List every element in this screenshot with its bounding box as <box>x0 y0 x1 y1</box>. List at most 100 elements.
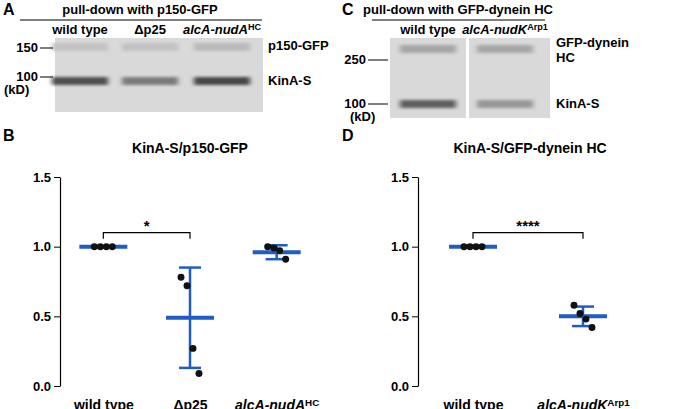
blot-title: pull-down with GFP-dynein HC <box>363 2 554 17</box>
error-cap <box>179 266 201 269</box>
data-point <box>97 243 104 250</box>
marker-tick <box>40 48 53 49</box>
blot-band <box>194 43 250 51</box>
data-point <box>109 243 116 250</box>
tick: 0.5 <box>33 309 60 324</box>
marker-tick <box>368 104 388 105</box>
x-axis: wild type alcA-nudKArp1 <box>443 386 631 409</box>
blot-band <box>122 77 178 85</box>
chart: KinA-S/GFP-dynein HC 0.0 0.5 1.0 1.5 wild typ… <box>391 140 630 409</box>
tick: 1.5 <box>33 170 60 185</box>
lane-label: alcA-nudKArp1 <box>462 22 548 37</box>
tick: 1.0 <box>33 239 60 254</box>
unit-label: (kD) <box>4 82 29 97</box>
blot-band <box>52 77 108 85</box>
tick-mark <box>54 247 60 248</box>
category-label: wild type <box>443 397 504 409</box>
blot-splice <box>466 38 469 118</box>
y-axis: 0.0 0.5 1.0 1.5 <box>33 170 61 394</box>
category-label: Δp25 <box>173 397 207 409</box>
category-label: alcA-nudKArp1 <box>537 397 630 409</box>
tick-label: 1.0 <box>391 239 409 254</box>
axis-line <box>418 178 419 387</box>
band-label: KinA-S <box>268 73 312 88</box>
tick: 0.0 <box>33 379 60 394</box>
unit-label: (kD) <box>350 109 375 124</box>
band-label: GFP-dyneinHC <box>556 35 629 65</box>
blot-band <box>477 45 533 53</box>
lane-label: alcA-nudAHC <box>183 22 262 37</box>
band-label: p150-GFP <box>268 38 329 53</box>
data-point <box>276 247 283 254</box>
marker-label: 150 <box>16 40 38 55</box>
tick: 1.0 <box>391 239 418 254</box>
data-point <box>103 243 110 250</box>
data-point <box>577 310 584 317</box>
blot-title: pull-down with p150-GFP <box>62 2 218 17</box>
panel-label: B <box>3 127 15 144</box>
mean-line <box>166 316 214 320</box>
data-point <box>270 245 277 252</box>
data-point <box>583 316 590 323</box>
blot-panel: pull-down with GFP-dynein HC wild type alc… <box>344 2 629 124</box>
title-rule <box>20 20 262 21</box>
tick-mark <box>54 177 60 178</box>
panel-label: A <box>3 1 15 18</box>
tick: 1.5 <box>391 170 418 185</box>
y-axis: 0.0 0.5 1.0 1.5 <box>391 170 419 394</box>
data-point <box>196 370 203 377</box>
tick: wild type <box>443 386 504 409</box>
tick-mark <box>54 386 60 387</box>
tick-label: 0.5 <box>391 309 409 324</box>
marker-tick <box>368 60 388 61</box>
tick: Δp25 <box>173 386 207 409</box>
data-point <box>178 274 185 281</box>
data-point <box>589 324 596 331</box>
marks <box>79 243 300 377</box>
figure: ABCDpull-down with p150-GFPwild typeΔp25… <box>0 0 693 409</box>
data-point <box>91 243 98 250</box>
error-cap <box>179 367 201 370</box>
data-point <box>184 282 191 289</box>
data-point <box>473 243 480 250</box>
category-label: wild type <box>73 397 134 409</box>
marker-label: 250 <box>344 52 366 67</box>
data-point <box>479 243 486 250</box>
data-point <box>264 243 271 250</box>
significance-label: **** <box>516 217 540 234</box>
axis-line <box>60 178 61 387</box>
data-point <box>461 243 468 250</box>
tick-mark <box>412 316 418 317</box>
tick-label: 0.5 <box>33 309 51 324</box>
tick-label: 1.5 <box>391 170 409 185</box>
blot-band <box>400 45 456 53</box>
tick: 0.0 <box>391 379 418 394</box>
tick-mark <box>54 316 60 317</box>
data-point <box>190 345 197 352</box>
panel-label: C <box>342 1 354 18</box>
title-rule <box>372 20 545 21</box>
tick-label: 1.5 <box>33 170 51 185</box>
blot-band <box>194 77 250 85</box>
significance-label: * <box>144 217 150 234</box>
tick-mark <box>412 177 418 178</box>
tick-mark <box>412 247 418 248</box>
category-label: alcA-nudAHC <box>235 397 319 409</box>
tick-label: 0.0 <box>391 379 409 394</box>
blot-band <box>52 43 108 51</box>
blot-panel: pull-down with p150-GFP wild type Δp25 alcA… <box>4 2 329 112</box>
blot-band <box>122 43 178 51</box>
lane-label: wild type <box>51 22 108 37</box>
chart-title: KinA-S/GFP-dynein HC <box>453 140 606 156</box>
blot-image <box>390 38 550 118</box>
marks <box>449 243 607 331</box>
chart-title: KinA-S/p150-GFP <box>132 140 248 156</box>
blot-band <box>400 100 456 108</box>
data-point <box>571 302 578 309</box>
lane-label: wild type <box>399 22 456 37</box>
lane-label: Δp25 <box>134 22 166 37</box>
data-point <box>282 256 289 263</box>
tick-label: 0.0 <box>33 379 51 394</box>
marker-tick <box>40 77 53 78</box>
tick-mark <box>412 386 418 387</box>
